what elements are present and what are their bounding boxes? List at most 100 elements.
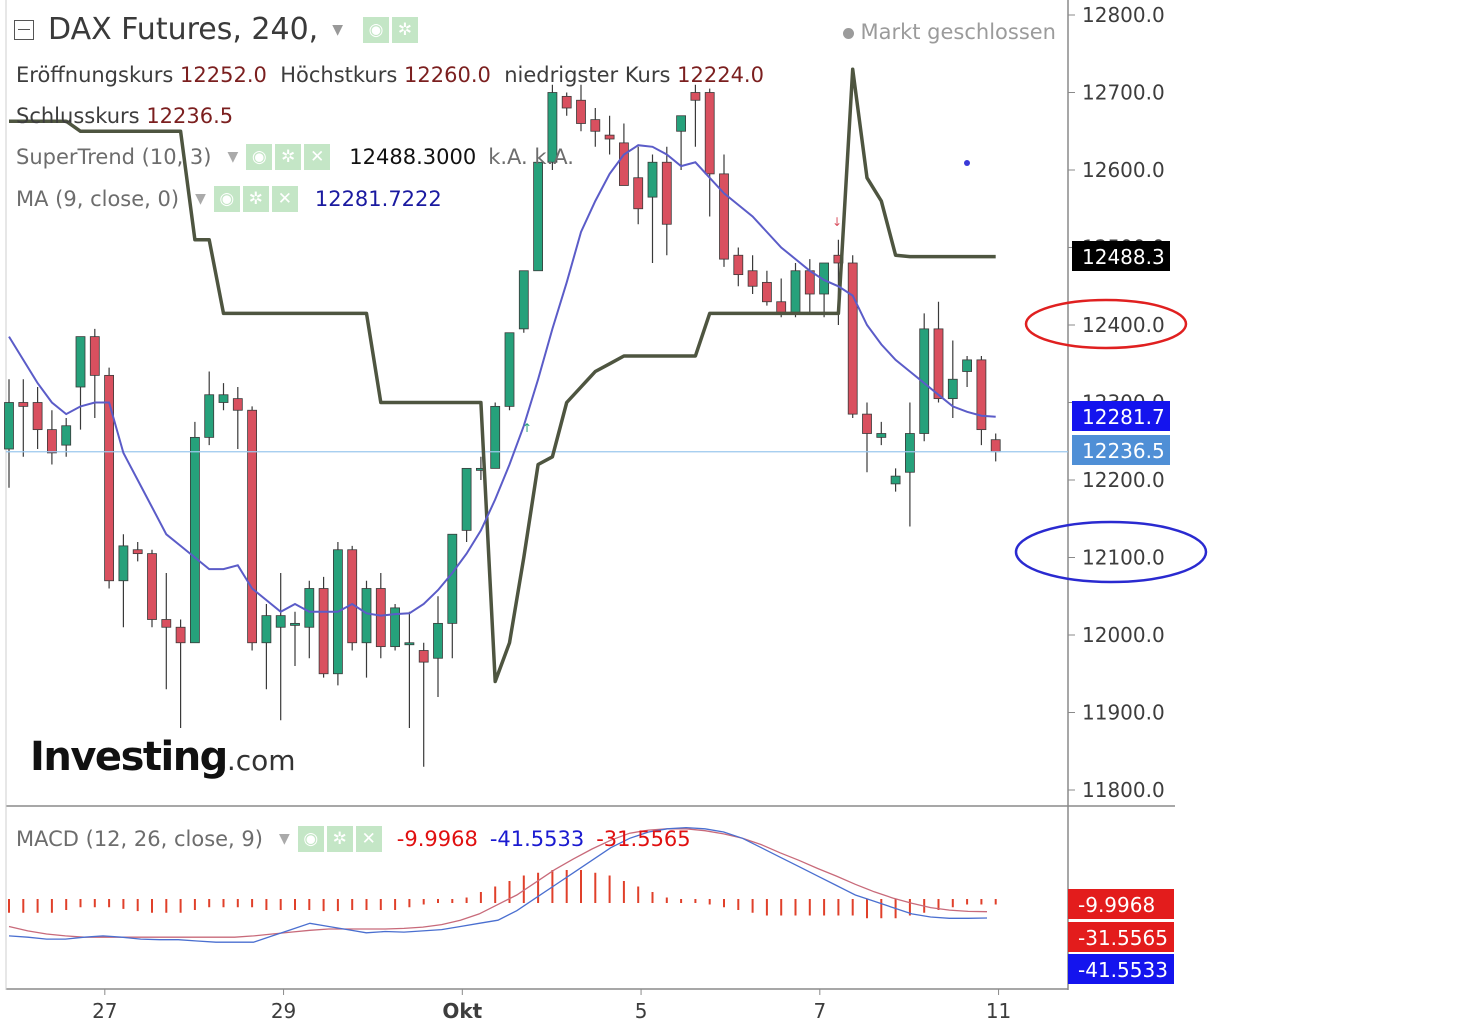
annotation-blue-ellipse xyxy=(1014,520,1208,584)
close-icon[interactable]: ✕ xyxy=(355,826,382,852)
macd-hist-tag-text: -9.9968 xyxy=(1078,893,1155,917)
candle xyxy=(633,146,644,225)
candle-body xyxy=(89,336,100,376)
candle-body xyxy=(747,270,758,287)
candle xyxy=(905,402,915,527)
candle-body xyxy=(4,402,14,450)
annotation-red-ellipse xyxy=(1024,298,1188,350)
candle xyxy=(175,619,186,728)
y-tick-label: 11900.0 xyxy=(1082,701,1165,725)
low-value: 12224.0 xyxy=(677,63,764,87)
candle xyxy=(118,534,129,628)
y-tick-label: 12200.0 xyxy=(1082,468,1165,492)
chevron-down-icon[interactable]: ▼ xyxy=(227,149,239,165)
candle-body xyxy=(375,588,386,648)
candle xyxy=(561,92,572,116)
candle-body xyxy=(290,622,300,626)
candle-body xyxy=(204,394,215,438)
chevron-down-icon[interactable]: ▼ xyxy=(195,191,206,207)
x-tick-label: 27 xyxy=(92,999,117,1023)
candle-body xyxy=(862,413,872,434)
candle-body xyxy=(876,433,887,438)
candle-body xyxy=(390,607,401,648)
gear-icon[interactable]: ✲ xyxy=(326,826,353,852)
ma-price-tag: 12281.7 xyxy=(1072,401,1170,431)
candle-body xyxy=(104,374,114,582)
close-price-tag: 12236.5 xyxy=(1072,435,1170,465)
candle xyxy=(304,580,315,659)
ma-value: 12281.7222 xyxy=(314,187,442,211)
market-status-text: Markt geschlossen xyxy=(860,20,1056,44)
candle-body xyxy=(490,405,501,469)
candle-body xyxy=(661,161,672,225)
low-label: niedrigster Kurs xyxy=(504,63,671,87)
candle xyxy=(690,84,701,147)
y-tick-label: 12100.0 xyxy=(1082,546,1165,570)
ma-legend: MA (9, close, 0) ▼ ◉ ✲ ✕ 12281.7222 xyxy=(16,186,442,212)
ma-label[interactable]: MA (9, close, 0) xyxy=(16,187,180,211)
macd-hist-tag-bg xyxy=(1068,889,1174,919)
gear-icon[interactable]: ✲ xyxy=(392,16,419,43)
candle xyxy=(847,255,858,418)
candle xyxy=(862,402,872,473)
candle-body xyxy=(347,549,358,644)
candle-body xyxy=(189,436,200,644)
eye-icon[interactable]: ◉ xyxy=(213,186,240,212)
eye-icon[interactable]: ◉ xyxy=(246,144,273,170)
candle xyxy=(933,301,944,403)
macd-signal-tag-bg xyxy=(1068,922,1174,952)
eye-icon[interactable]: ◉ xyxy=(363,16,390,43)
logo-suffix: .com xyxy=(226,744,296,777)
candle xyxy=(361,580,372,678)
candle xyxy=(132,542,143,562)
candle xyxy=(418,642,429,767)
macd-hist-value: -9.9968 xyxy=(396,827,478,851)
candle-body xyxy=(461,467,472,531)
candle xyxy=(719,154,729,267)
candle xyxy=(518,270,529,333)
candle-body xyxy=(161,619,172,628)
gear-icon[interactable]: ✲ xyxy=(275,144,302,170)
supertrend-legend: SuperTrend (10, 3) ▼ ◉ ✲ ✕ 12488.3000 k.A.… xyxy=(16,144,574,170)
y-tick-label: 12600.0 xyxy=(1082,158,1165,182)
candle xyxy=(61,418,72,457)
candle xyxy=(762,270,772,306)
candle xyxy=(976,356,987,446)
candle-body xyxy=(947,378,958,400)
candle xyxy=(275,573,286,721)
close-price-tag-bg xyxy=(1072,435,1170,465)
chevron-down-icon[interactable]: ▼ xyxy=(278,831,290,847)
collapse-icon[interactable] xyxy=(14,19,34,40)
close-icon[interactable]: ✕ xyxy=(304,144,331,170)
chart-title: DAX Futures, 240, xyxy=(48,12,319,47)
candle-body xyxy=(447,533,458,624)
candle-body xyxy=(418,650,429,663)
supertrend-label[interactable]: SuperTrend (10, 3) xyxy=(16,145,212,169)
candle-body xyxy=(533,161,543,272)
candle-body xyxy=(576,99,586,124)
macd-label[interactable]: MACD (12, 26, close, 9) xyxy=(16,827,263,851)
candle xyxy=(947,340,958,418)
down-arrow-marker: ↓ xyxy=(832,215,842,229)
macd-line-tag-text: -41.5533 xyxy=(1078,958,1168,982)
close-icon[interactable]: ✕ xyxy=(271,186,298,212)
market-status: Markt geschlossen xyxy=(843,20,1056,44)
candle xyxy=(647,154,658,263)
candle xyxy=(461,467,472,542)
candle-body xyxy=(890,475,901,485)
y-tick-label: 12400.0 xyxy=(1082,313,1165,337)
candle xyxy=(232,387,243,449)
open-value: 12252.0 xyxy=(180,63,267,87)
eye-icon[interactable]: ◉ xyxy=(297,826,324,852)
candle-body xyxy=(676,115,686,132)
macd-signal-line xyxy=(8,828,988,938)
gear-icon[interactable]: ✲ xyxy=(242,186,269,212)
chevron-down-icon[interactable]: ▼ xyxy=(332,21,344,38)
candle-body xyxy=(847,262,858,415)
candle xyxy=(75,336,86,430)
candle xyxy=(504,332,515,411)
candle-body xyxy=(18,402,29,407)
candle xyxy=(590,108,601,147)
candle xyxy=(547,84,558,170)
